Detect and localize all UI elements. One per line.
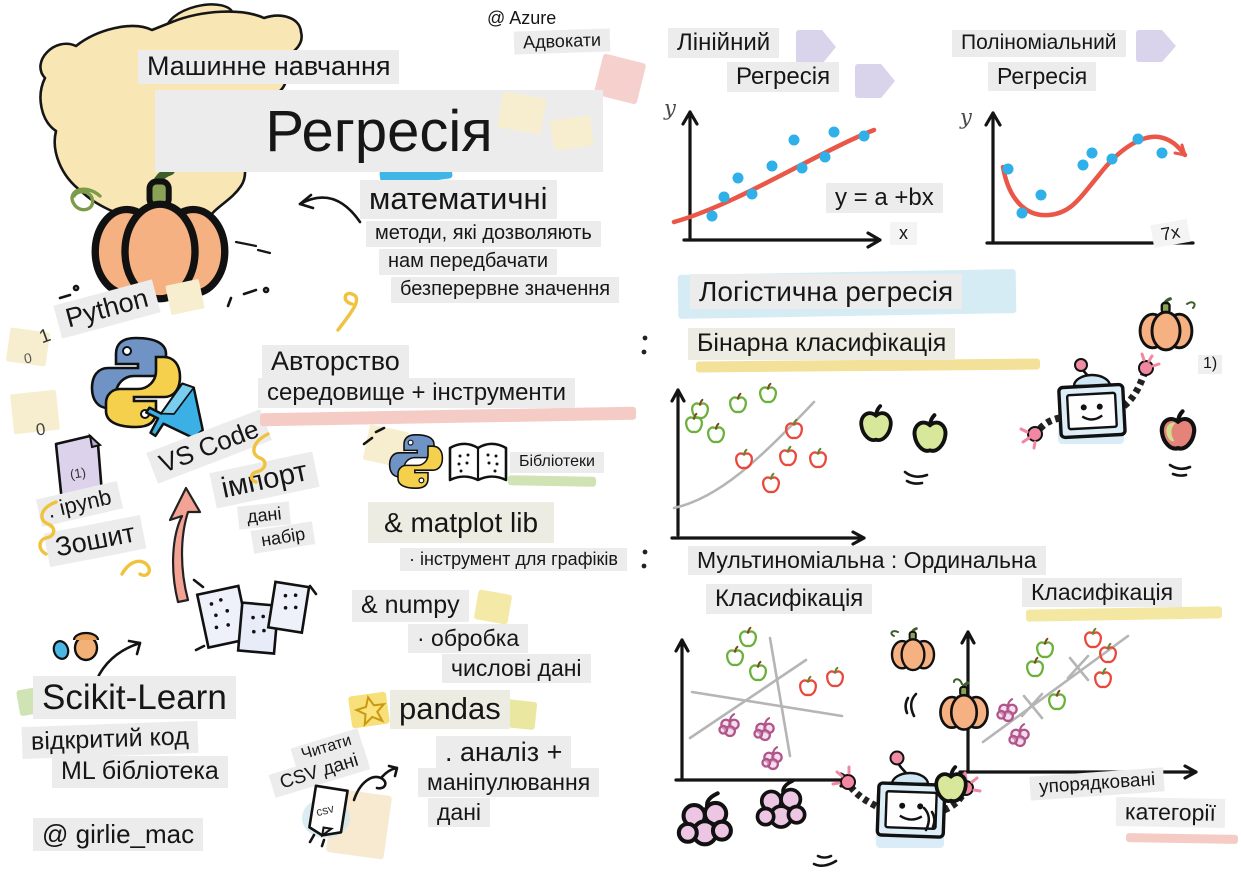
scikit-learn-label: Scikit-Learn (33, 676, 236, 720)
pandas-desc3: дані (428, 798, 491, 828)
yellow-wash (473, 589, 513, 625)
definition-line3: безперервне значення (391, 277, 620, 303)
classification-right-label: Класифікація (1022, 578, 1183, 608)
credit-azure: @ Azure (487, 8, 557, 28)
logistic-title: Логістична регресія (690, 274, 963, 310)
curly-arrow-icon (352, 764, 399, 802)
ordered-label-line2: категорії (1115, 797, 1226, 829)
definition-line1: методи, які дозволяють (366, 221, 601, 247)
linear-title-line2: Регресія (727, 62, 840, 93)
lavender-chevron (855, 64, 895, 98)
numpy-desc1: · обробка (408, 624, 529, 654)
motion-lines (904, 692, 918, 718)
poly-title-line2: Регресія (988, 62, 1097, 92)
pumpkin-icon (890, 627, 936, 672)
yellow-swoosh (1025, 606, 1223, 622)
lavender-chevron (1136, 30, 1176, 62)
green-swoosh (507, 475, 597, 487)
green-apple-icon (859, 404, 893, 443)
book-icon (448, 442, 508, 482)
grapes-icon (670, 788, 744, 852)
pandas-desc2: маніпулювання (418, 768, 600, 798)
csv-file-label: csv (315, 801, 336, 819)
green-apple-icon (934, 765, 968, 804)
binary-classification-chart (670, 382, 866, 546)
polynomial-regression-chart (984, 111, 1195, 245)
classification-left-label: Класифікація (706, 584, 873, 615)
matplotlib-label: & matplot lib (368, 502, 555, 544)
linear-x-axis-label: x (890, 222, 917, 246)
pumpkin-icon (938, 678, 990, 732)
poly-y-axis-label: y (960, 105, 972, 129)
data-papers-icon (192, 578, 318, 655)
yellow-squiggle (336, 291, 359, 332)
pink-swoosh (259, 406, 637, 427)
credit-advocates: Адвокати (513, 28, 611, 55)
colon-decor (641, 549, 648, 569)
yellow-squiggle (249, 432, 270, 484)
sklearn-desc1: відкритий код (21, 720, 199, 759)
definition-head: математичні (360, 180, 557, 219)
red-green-apple-icon (1155, 408, 1201, 456)
sticky-note (550, 115, 594, 151)
yellow-swoosh (695, 358, 1041, 373)
csv-file-icon: csv (302, 784, 350, 848)
authoring-line1: Авторство (262, 345, 409, 379)
author-handle: @ girlie_mac (33, 818, 204, 851)
robot-illustration (1019, 352, 1161, 450)
authoring-line2: середовище + інструменти (258, 378, 576, 409)
motion-lines (812, 854, 838, 867)
curly-arrow-icon (298, 193, 362, 224)
sklearn-desc2: ML бібліотека (52, 756, 228, 788)
multinomial-ordinal-label: Мультиноміальна : Ординальна (688, 546, 1046, 576)
linear-title-line1: Лінійний (668, 28, 780, 59)
acorn-icons (52, 631, 100, 662)
linear-y-axis-label: y (664, 96, 676, 120)
pink-swoosh (1125, 833, 1239, 844)
linear-regression-chart (671, 110, 882, 249)
note-marker: 1) (1198, 355, 1223, 374)
sparks (226, 286, 270, 308)
yellow-squiggle (120, 559, 151, 577)
star-icon (353, 694, 387, 728)
lavender-chevron (796, 30, 836, 64)
definition-line2: нам передбачати (379, 249, 558, 275)
matplotlib-desc: · інструмент для графіків (400, 548, 627, 572)
linear-formula: y = a +bx (826, 183, 943, 214)
yellow-squiggle (38, 500, 58, 556)
libraries-caption: Бібліотеки (510, 452, 604, 473)
grapes-icon (755, 778, 807, 830)
pumpkin-icon (1138, 297, 1196, 352)
sparks (362, 426, 386, 446)
colon-decor (641, 335, 648, 355)
numpy-desc2: числові дані (442, 654, 591, 684)
pandas-desc1: . аналіз + (436, 736, 572, 770)
sticky-note (497, 91, 547, 135)
binary-classification-label: Бінарна класифікація (688, 328, 956, 360)
pandas-label: pandas (390, 690, 510, 729)
python-logo-small (388, 434, 444, 489)
ipynb-notebook-icon: (1) (54, 433, 104, 504)
sparks (58, 284, 80, 300)
motion-lines (922, 806, 936, 832)
ipynb-tag: (1) (69, 465, 87, 482)
poly-title-line1: Поліноміальний (952, 30, 1126, 57)
green-apple-icon (908, 412, 952, 458)
numpy-label: & numpy (352, 590, 469, 622)
motion-lines (903, 470, 929, 485)
motion-lines (1168, 463, 1192, 477)
pumpkin-illustration (70, 150, 252, 300)
pink-up-arrow (168, 486, 202, 604)
kicker-label: Машинне навчання (138, 50, 400, 84)
